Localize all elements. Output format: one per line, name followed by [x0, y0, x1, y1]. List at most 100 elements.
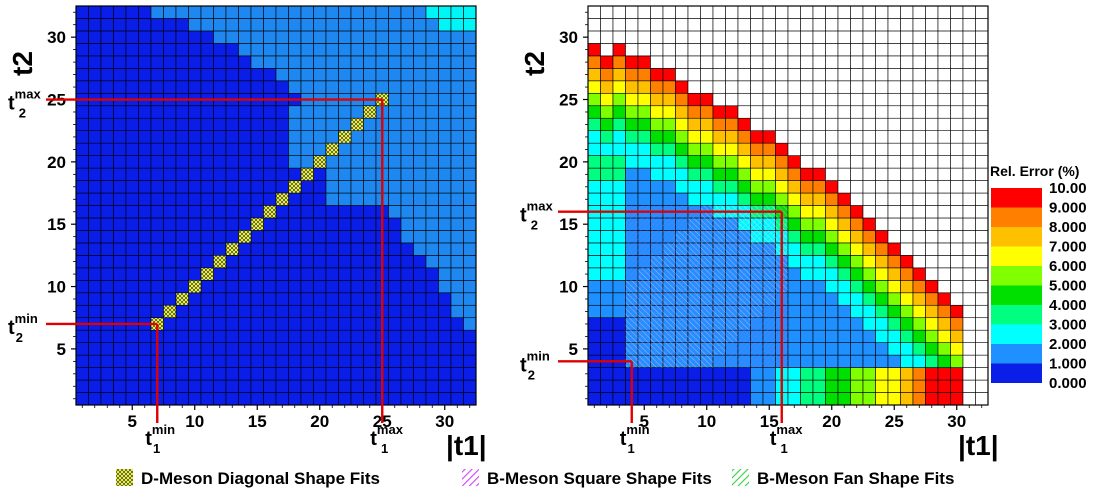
square-shape-cell	[663, 230, 676, 243]
left-heatmap-cell	[438, 105, 452, 119]
left-heatmap-cell	[325, 130, 339, 144]
left-heatmap-cell	[225, 180, 239, 194]
fan-shape-cell	[763, 230, 776, 243]
left-heatmap-cell	[238, 367, 252, 381]
right-heatmap-cell	[612, 43, 626, 57]
left-heatmap-cell	[225, 142, 239, 156]
right-heatmap-cell	[675, 192, 689, 206]
left-heatmap-cell	[288, 167, 302, 181]
right-heatmap-cell	[812, 392, 826, 406]
right-heatmap-cell	[925, 354, 939, 368]
left-heatmap-cell	[163, 317, 177, 331]
left-heatmap-cell	[288, 267, 302, 281]
left-heatmap-cell	[263, 367, 277, 381]
left-heatmap-cell	[138, 180, 152, 194]
left-heatmap-cell	[188, 5, 202, 19]
right-heatmap-cell	[875, 267, 889, 281]
left-heatmap-cell	[125, 130, 139, 144]
left-heatmap-cell	[250, 292, 264, 306]
right-heatmap-cell	[937, 354, 951, 368]
right-heatmap-cell	[850, 43, 864, 57]
right-heatmap-cell	[912, 329, 926, 343]
left-heatmap-cell	[150, 167, 164, 181]
right-heatmap-cell	[612, 167, 626, 181]
right-heatmap-cell	[787, 5, 801, 19]
right-heatmap-cell	[850, 392, 864, 406]
left-heatmap-cell	[125, 392, 139, 406]
right-heatmap-cell	[825, 354, 839, 368]
left-heatmap-cell	[200, 142, 214, 156]
right-heatmap-cell	[887, 304, 901, 319]
left-heatmap-cell	[363, 142, 377, 156]
left-heatmap-cell	[300, 18, 314, 32]
left-heatmap-cell	[425, 30, 439, 44]
left-heatmap-cell	[363, 55, 377, 69]
right-heatmap-cell	[800, 329, 814, 343]
right-heatmap-cell	[837, 180, 851, 194]
left-heatmap-cell	[338, 117, 352, 131]
left-heatmap-cell	[350, 217, 364, 231]
left-heatmap-cell	[388, 180, 402, 194]
right-heatmap-cell	[587, 292, 601, 306]
right-heatmap-cell	[675, 43, 689, 57]
colorbar-label: 2.000	[1049, 336, 1087, 353]
right-heatmap-cell	[950, 55, 964, 69]
right-heatmap-cell	[950, 392, 964, 406]
left-heatmap-cell	[388, 5, 402, 19]
left-heatmap-cell	[225, 367, 239, 381]
left-heatmap-cell	[113, 30, 127, 44]
right-heatmap-cell	[837, 205, 851, 219]
left-heatmap-cell	[188, 267, 202, 281]
left-heatmap-cell	[75, 68, 89, 82]
left-heatmap-cell	[275, 354, 289, 368]
right-heatmap-cell	[587, 379, 601, 393]
left-heatmap-cell	[175, 68, 189, 82]
right-heatmap-cell	[925, 155, 939, 169]
left-heatmap-cell	[100, 255, 114, 269]
right-heatmap-cell	[637, 392, 651, 406]
left-heatmap-cell	[313, 280, 327, 294]
left-heatmap-cell	[388, 30, 402, 44]
legend-label: B-Meson Fan Shape Fits	[757, 469, 954, 488]
right-heatmap-cell	[612, 267, 626, 281]
left-heatmap-cell	[250, 255, 264, 269]
right-heatmap-cell	[662, 105, 676, 119]
fan-shape-cell	[700, 230, 713, 243]
right-heatmap-cell	[975, 342, 989, 356]
right-heatmap-cell	[625, 18, 639, 32]
right-heatmap-cell	[925, 280, 939, 294]
left-heatmap-cell	[325, 304, 339, 319]
left-heatmap-cell	[250, 242, 264, 256]
left-heatmap-cell	[113, 105, 127, 119]
left-heatmap-cell	[463, 367, 477, 381]
left-heatmap-cell	[225, 130, 239, 144]
right-heatmap-cell	[587, 280, 601, 294]
left-heatmap-cell	[400, 255, 414, 269]
fan-shape-cell	[700, 330, 713, 343]
right-heatmap-cell	[900, 92, 914, 107]
square-shape-cell	[725, 342, 738, 356]
right-heatmap-cell	[737, 43, 751, 57]
right-heatmap-cell	[937, 92, 951, 107]
left-heatmap-cell	[300, 329, 314, 343]
right-heatmap-cell	[962, 30, 976, 44]
right-heatmap-cell	[800, 167, 814, 181]
right-heatmap-cell	[887, 255, 901, 269]
diagonal-shape-cell	[275, 192, 289, 206]
left-heatmap-cell	[363, 30, 377, 44]
left-heatmap-cell	[150, 30, 164, 44]
right-heatmap-cell	[612, 5, 626, 19]
left-heatmap-cell	[300, 180, 314, 194]
right-heatmap-cell	[762, 5, 776, 19]
fan-shape-cell	[700, 317, 713, 331]
left-heatmap-cell	[200, 354, 214, 368]
left-heatmap-cell	[463, 55, 477, 69]
legend: D-Meson Diagonal Shape Fits B-Meson Squar…	[116, 469, 954, 488]
diagonal-shape-cell	[188, 280, 202, 294]
right-heatmap-cell	[712, 130, 726, 144]
right-heatmap-cell	[775, 130, 789, 144]
fan-shape-cell	[688, 230, 701, 243]
left-heatmap-cell	[88, 217, 102, 231]
left-heatmap-cell	[200, 205, 214, 219]
left-heatmap-cell	[388, 55, 402, 69]
